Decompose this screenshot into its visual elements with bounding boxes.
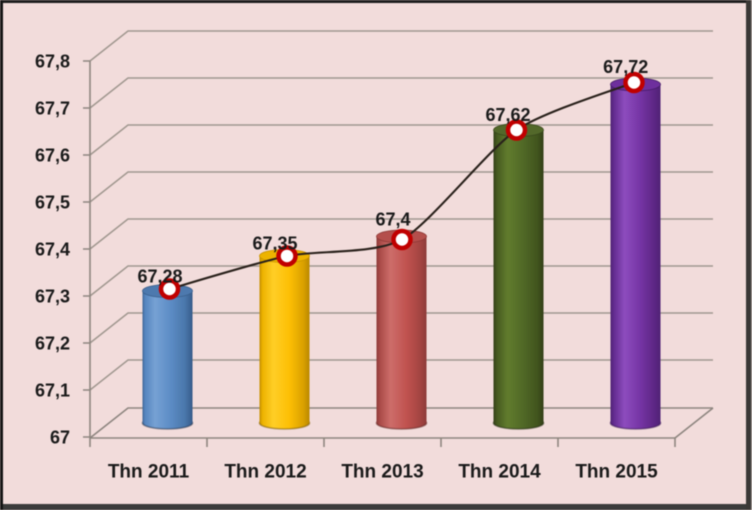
svg-text:Thn 2014: Thn 2014 (458, 462, 541, 483)
svg-text:67,2: 67,2 (35, 334, 70, 354)
svg-text:67,5: 67,5 (35, 193, 70, 213)
svg-text:67,62: 67,62 (485, 105, 530, 125)
svg-text:67,1: 67,1 (35, 381, 70, 401)
svg-text:67,28: 67,28 (137, 267, 182, 287)
svg-text:67,4: 67,4 (35, 240, 70, 260)
svg-text:67,3: 67,3 (35, 287, 70, 307)
svg-text:67,4: 67,4 (375, 210, 410, 230)
svg-text:67,8: 67,8 (35, 52, 70, 72)
svg-text:67,6: 67,6 (35, 146, 70, 166)
svg-text:67,72: 67,72 (603, 57, 648, 77)
svg-text:67,7: 67,7 (35, 99, 70, 119)
svg-text:Thn 2011: Thn 2011 (108, 462, 190, 483)
svg-text:Thn 2013: Thn 2013 (341, 462, 423, 483)
svg-text:Thn 2015: Thn 2015 (575, 462, 658, 483)
svg-text:67,35: 67,35 (252, 234, 297, 254)
svg-text:Thn 2012: Thn 2012 (224, 462, 306, 483)
svg-text:67: 67 (50, 428, 70, 448)
